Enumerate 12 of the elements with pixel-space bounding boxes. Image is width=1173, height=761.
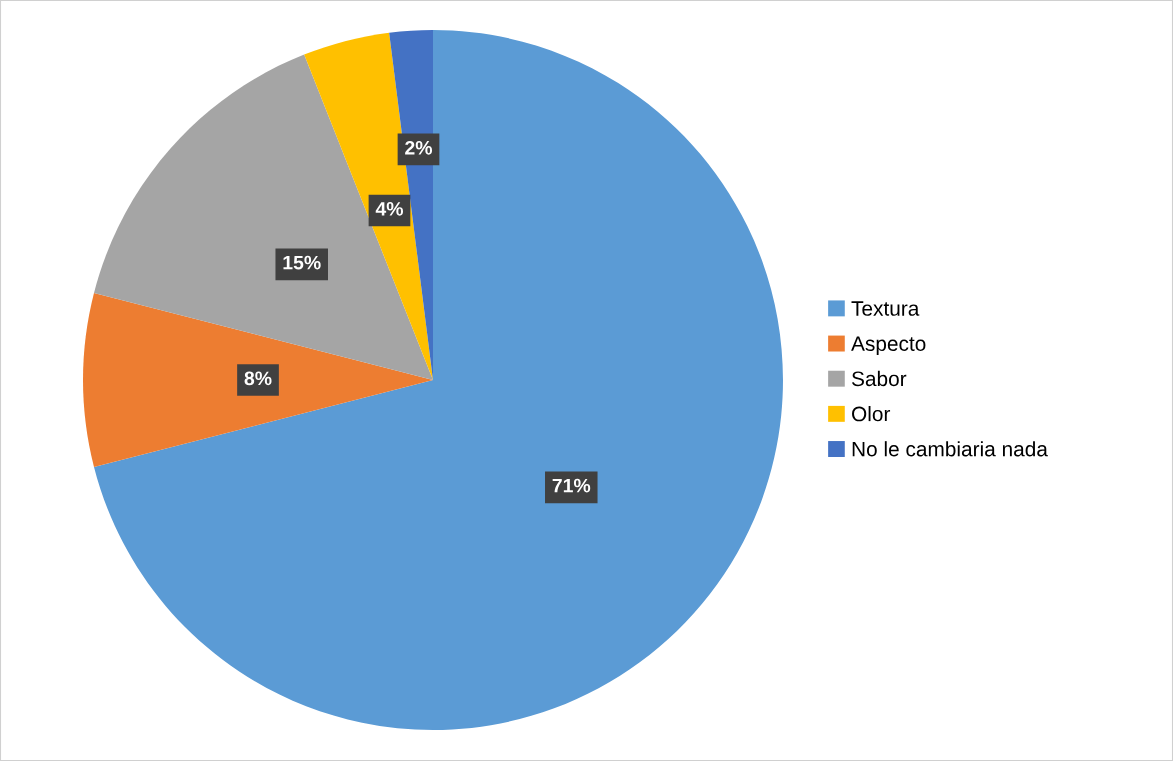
data-label: 2% [405,140,433,155]
pie-slice [83,292,433,468]
data-label: 4% [375,202,404,216]
legend-label: No le cambiaria nada [852,441,1048,457]
pie-slice [94,30,783,730]
legend-label: Textura [851,301,920,316]
data-label: 71% [552,478,591,493]
legend-label: Sabor [851,370,907,387]
legend-label: Aspecto [851,336,926,356]
data-label: 15% [283,255,321,270]
legend-label: Olor [852,406,891,422]
data-label: 8% [244,371,272,386]
